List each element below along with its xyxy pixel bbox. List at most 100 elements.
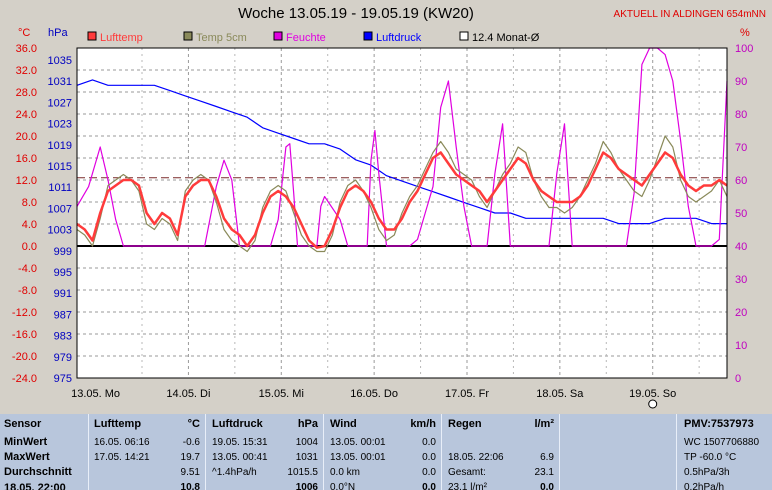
stats-rain-column: Regen l/m² 18.05. 22:06 6.9 Gesamt: 23.1… [448, 414, 554, 490]
pressure-tick-label: 979 [54, 352, 72, 364]
legend-label: Feuchte [286, 32, 326, 44]
wind-distance: 0.0 km [330, 467, 361, 478]
wind-max-time: 13.05. 00:01 [330, 452, 386, 463]
temp-tick-label: -24.0 [12, 373, 37, 385]
pressure-tick-label: 1003 [48, 225, 72, 237]
humidity-tick-label: 90 [735, 76, 747, 88]
wind-direction: 0.0°N [330, 482, 356, 490]
stats-pmv-column: PMV:7537973 WC 1507706880 TP -60.0 °C 0.… [684, 414, 772, 490]
pmv-tp: TP -60.0 °C [684, 452, 737, 463]
humidity-tick-label: 30 [735, 274, 747, 286]
temp-tick-label: -20.0 [12, 351, 37, 363]
pmv-wc: WC 1507706880 [684, 437, 760, 448]
humidity-tick-label: 50 [735, 208, 747, 220]
wind-current-value: 0.0 [422, 482, 436, 490]
series-line-lufttemp [76, 151, 728, 249]
pressure-tick-label: 1035 [48, 55, 72, 67]
temp-tick-label: 20.0 [16, 131, 37, 143]
temp-max-time: 17.05. 14:21 [94, 452, 150, 463]
humidity-tick-label: 40 [735, 241, 747, 253]
chart-area: 36.0 32.0 28.0 24.0 20.0 16.0 12.0 8.0 4.0 0.0 -4.… [11, 5, 766, 409]
pmv-pressure-1h: 0.2hPa/h [684, 482, 725, 490]
legend-swatch [363, 31, 373, 41]
x-tick-label: 13.05. Mo [71, 388, 120, 400]
pressure-tick-label: 987 [54, 309, 72, 321]
rain-header: Regen [448, 418, 482, 430]
temp-tick-label: -8.0 [18, 285, 37, 297]
temp-tick-label: 0.0 [22, 241, 37, 253]
row-label-max: MaxWert [4, 451, 50, 463]
current-time-marker [648, 399, 658, 409]
plot-frame [76, 47, 728, 379]
stats-temp-column: Lufttemp °C 16.05. 06:16 -0.6 17.05. 14:… [94, 414, 200, 490]
wind-header: Wind [330, 418, 357, 430]
stats-wind-column: Wind km/h 13.05. 00:01 0.0 13.05. 00:01 … [330, 414, 436, 490]
rain-sum: 23.1 l/m² [448, 482, 487, 490]
x-tick-label: 15.05. Mi [259, 388, 304, 400]
x-tick-label: 16.05. Do [350, 388, 398, 400]
pressure-tick-label: 1015 [48, 161, 72, 173]
rain-unit: l/m² [534, 418, 554, 430]
x-tick-label: 18.05. Sa [536, 388, 584, 400]
pressure-avg-value: 1015.5 [287, 467, 318, 478]
pmv-pressure-3h: 0.5hPa/3h [684, 467, 730, 478]
x-tick-label: 14.05. Di [166, 388, 210, 400]
humidity-tick-label: 20 [735, 307, 747, 319]
pressure-tick-label: 975 [54, 373, 72, 385]
weather-chart: 36.0 32.0 28.0 24.0 20.0 16.0 12.0 8.0 4.0 0.0 -4.… [12, 27, 753, 409]
pressure-min-time: 19.05. 15:31 [212, 437, 268, 448]
temp-tick-label: 12.0 [16, 175, 37, 187]
statistics-panel: Sensor MinWert MaxWert Durchschnitt 18.0… [0, 414, 772, 490]
temp-unit-label: °C [18, 27, 30, 39]
pressure-max-time: 13.05. 00:41 [212, 452, 268, 463]
pmv-header: PMV:7537973 [684, 418, 754, 430]
pressure-max-value: 1031 [295, 452, 318, 463]
pressure-trend: ^1.4hPa/h [212, 467, 257, 478]
rain-max-time: 18.05. 22:06 [448, 452, 504, 463]
wind-min-value: 0.0 [422, 437, 436, 448]
wind-min-time: 13.05. 00:01 [330, 437, 386, 448]
legend-label: Temp 5cm [196, 32, 247, 44]
x-tick-label: 19.05. So [629, 388, 676, 400]
legend-label: Lufttemp [100, 32, 143, 44]
chart-title: Woche 13.05.19 - 19.05.19 (KW20) [238, 5, 474, 22]
pressure-tick-label: 991 [54, 288, 72, 300]
wind-avg-value: 0.0 [422, 467, 436, 478]
pressure-current-value: 1006 [295, 482, 318, 490]
temp-header: Lufttemp [94, 418, 142, 430]
legend-swatch [183, 31, 193, 41]
temp-tick-label: -16.0 [12, 329, 37, 341]
series-line-luftdruck [76, 79, 727, 225]
pressure-tick-label: 1011 [48, 182, 72, 194]
rain-max-value: 6.9 [540, 452, 554, 463]
humidity-unit-label: % [740, 27, 750, 39]
pressure-tick-label: 1007 [48, 203, 72, 215]
sensor-header: Sensor [4, 418, 42, 430]
pressure-min-value: 1004 [295, 437, 318, 448]
temp-tick-label: 28.0 [16, 87, 37, 99]
temp-avg-value: 9.51 [180, 467, 200, 478]
row-label-current: 18.05. 22:00 [4, 482, 66, 490]
temp-tick-label: 24.0 [16, 109, 37, 121]
legend-label: 12.4 Monat-Ø [472, 32, 540, 44]
wind-unit: km/h [410, 418, 436, 430]
temp-max-value: 19.7 [180, 452, 200, 463]
temp-tick-label: -4.0 [18, 263, 37, 275]
temp-unit: °C [187, 418, 200, 430]
temp-tick-label: 32.0 [16, 65, 37, 77]
rain-total-label: Gesamt: [448, 467, 486, 478]
humidity-tick-label: 10 [735, 340, 747, 352]
stats-pressure-column: Luftdruck hPa 19.05. 15:31 1004 13.05. 0… [212, 414, 318, 490]
temp-min-value: -0.6 [182, 437, 200, 448]
pressure-unit: hPa [297, 418, 318, 430]
row-label-min: MinWert [4, 436, 48, 448]
legend-swatch [459, 31, 469, 41]
pressure-tick-label: 1027 [48, 97, 72, 109]
rain-total-value: 23.1 [534, 467, 554, 478]
row-label-avg: Durchschnitt [4, 466, 72, 478]
humidity-tick-label: 100 [735, 43, 753, 55]
x-tick-label: 17.05. Fr [445, 388, 489, 400]
temp-tick-label: 16.0 [16, 153, 37, 165]
temp-min-time: 16.05. 06:16 [94, 437, 150, 448]
temp-tick-label: 4.0 [22, 219, 37, 231]
